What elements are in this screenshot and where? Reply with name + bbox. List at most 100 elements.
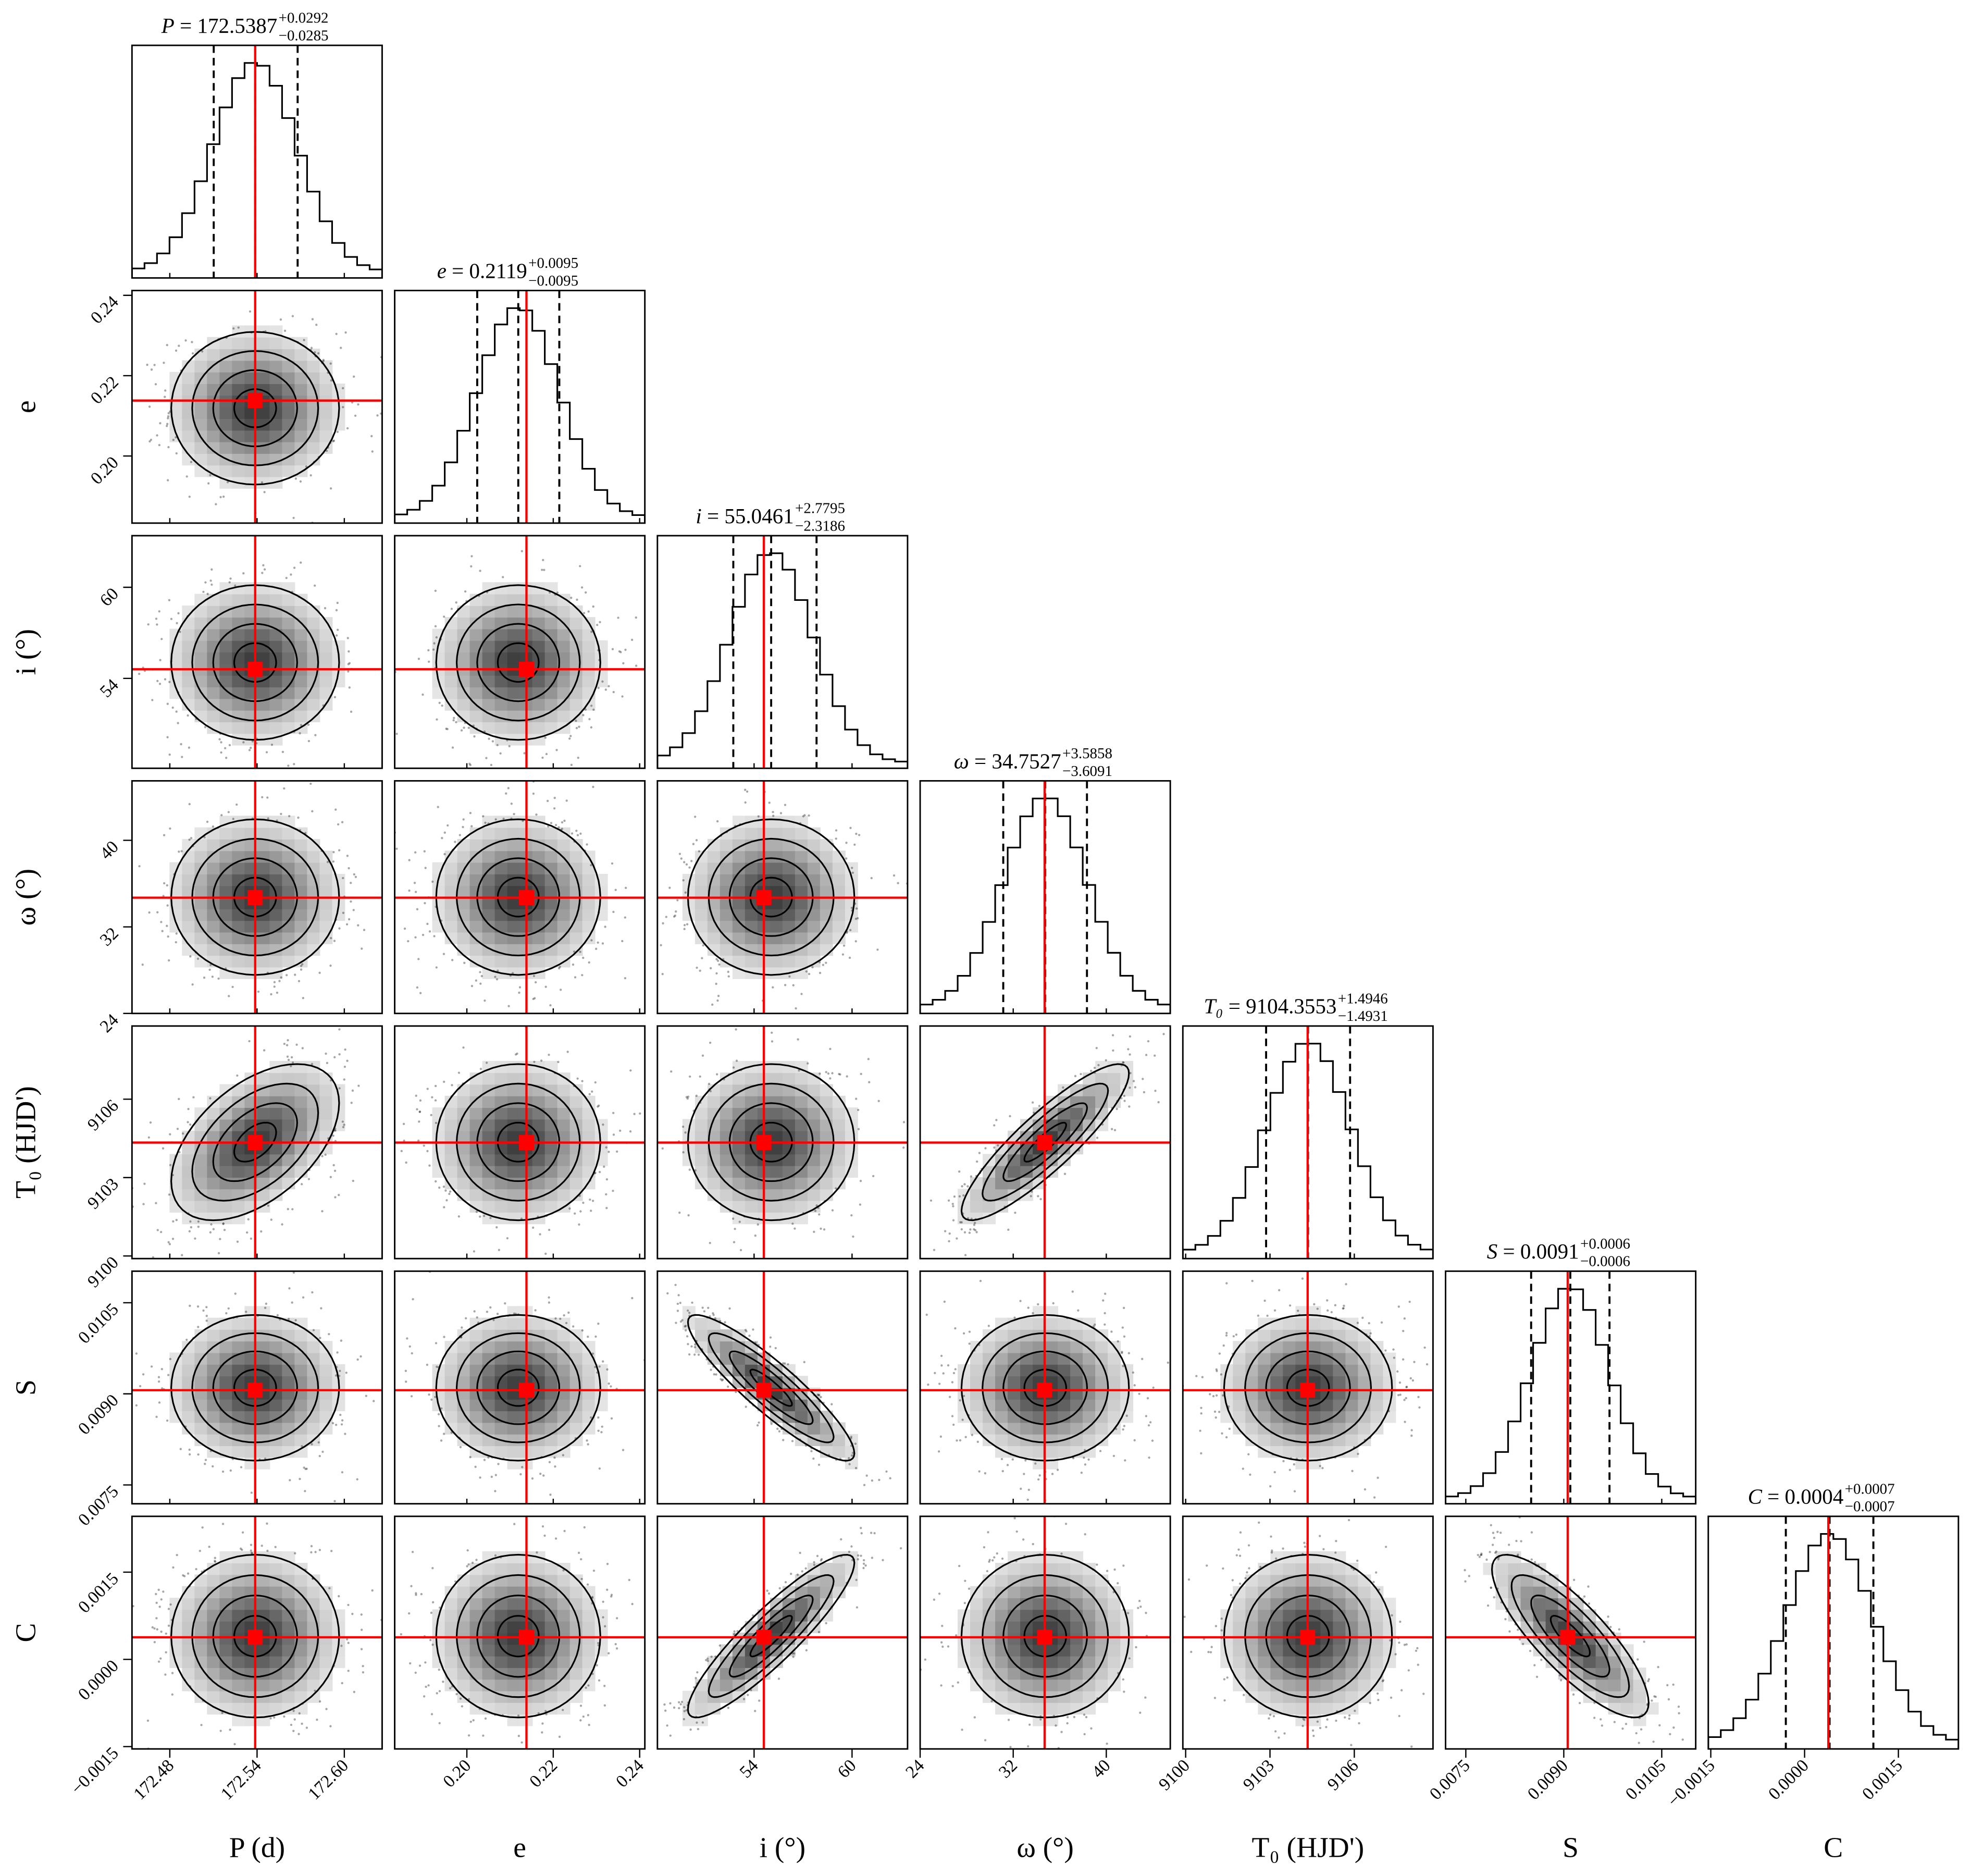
density-cell — [1058, 1399, 1071, 1412]
density-cell — [532, 710, 546, 722]
panel-title: e = 0.2119 — [437, 258, 527, 282]
sample-point — [418, 1110, 422, 1113]
sample-point — [605, 1207, 608, 1209]
sample-point — [629, 1069, 632, 1072]
sample-point — [851, 1454, 853, 1457]
sample-point — [1083, 1457, 1085, 1459]
sample-point — [835, 1187, 837, 1190]
panel-title: T₀ = 9104.3553 — [1204, 994, 1336, 1018]
density-cell — [319, 1399, 333, 1412]
sample-point — [1133, 1439, 1136, 1441]
density-cell — [557, 1609, 571, 1622]
sample-point — [373, 1400, 375, 1402]
sample-point — [415, 1094, 417, 1097]
density-cell — [207, 1177, 220, 1190]
density-cell — [194, 1189, 208, 1201]
sample-point — [582, 714, 585, 717]
sample-point — [709, 967, 712, 970]
density-cell — [319, 687, 333, 699]
sample-point — [214, 1560, 217, 1563]
density-cell — [557, 698, 571, 711]
sample-point — [939, 1435, 943, 1438]
sample-point — [338, 1087, 341, 1090]
sample-point — [517, 1714, 520, 1717]
density-cell — [770, 816, 783, 828]
sample-point — [291, 1208, 294, 1211]
density-cell — [745, 908, 758, 921]
density-cell — [507, 1060, 520, 1073]
density-cell — [282, 1621, 295, 1633]
sample-point — [419, 1099, 422, 1102]
density-cell — [720, 862, 733, 874]
sample-point — [807, 1062, 809, 1065]
density-cell — [482, 1422, 495, 1435]
density-cell — [557, 1376, 571, 1388]
density-cell — [194, 617, 208, 630]
density-cell — [269, 1586, 283, 1598]
sample-point — [205, 1306, 208, 1309]
density-cell — [507, 652, 520, 664]
density-cell — [582, 1399, 596, 1412]
sample-point — [324, 607, 327, 610]
density-cell — [544, 1563, 558, 1575]
density-cell — [507, 908, 520, 921]
density-cell — [532, 827, 546, 840]
title-minus-error: −3.6091 — [1062, 763, 1112, 780]
sample-point — [506, 1237, 509, 1240]
sample-point — [615, 1617, 618, 1620]
density-cell — [257, 652, 270, 664]
sample-point — [263, 1049, 266, 1052]
sample-point — [952, 1423, 955, 1426]
density-cell — [695, 897, 708, 909]
sample-point — [733, 1241, 736, 1243]
density-cell — [182, 1177, 195, 1190]
sample-point — [864, 1564, 867, 1567]
sample-point — [1013, 1517, 1016, 1520]
sample-point — [321, 1155, 324, 1157]
density-cell — [532, 1341, 546, 1353]
sample-point — [892, 874, 896, 877]
density-cell — [444, 1352, 458, 1365]
sample-point — [697, 1353, 700, 1356]
density-panel-5-2 — [656, 1270, 909, 1505]
density-cell — [845, 1130, 858, 1143]
density-cell — [319, 1084, 333, 1096]
sample-point — [157, 1588, 160, 1591]
sample-point — [514, 1053, 517, 1056]
density-cell — [257, 862, 270, 874]
density-cell — [194, 698, 208, 711]
sample-point — [744, 788, 747, 791]
contour-0 — [1286, 1368, 1330, 1407]
density-cell — [457, 1598, 470, 1610]
sample-point — [962, 1194, 965, 1197]
density-cell — [507, 1329, 520, 1342]
sample-point — [426, 1150, 429, 1153]
density-cell — [469, 1189, 483, 1201]
sample-point — [431, 880, 434, 883]
panel-content — [394, 781, 645, 1014]
density-cell — [282, 850, 295, 863]
sample-point — [961, 1418, 964, 1421]
density-cell — [207, 1586, 220, 1598]
sample-point — [715, 1073, 718, 1076]
sample-point — [698, 850, 701, 853]
sample-point — [270, 1218, 272, 1221]
sample-point — [548, 1053, 550, 1056]
sample-point — [469, 812, 472, 814]
sample-point — [285, 576, 288, 579]
density-cell — [1320, 1411, 1334, 1423]
sample-point — [226, 481, 229, 484]
sample-point — [211, 976, 214, 978]
sample-point — [523, 752, 526, 755]
sample-point — [162, 1147, 165, 1150]
density-cell — [807, 1177, 821, 1190]
sample-point — [288, 1287, 291, 1290]
sample-point — [819, 1072, 821, 1075]
sample-point — [1080, 1471, 1083, 1474]
density-cell — [544, 827, 558, 840]
density-cell — [544, 1434, 558, 1447]
density-cell — [182, 943, 195, 956]
contour-0 — [497, 1368, 540, 1407]
sample-point — [298, 1712, 301, 1715]
sample-point — [498, 1249, 501, 1251]
